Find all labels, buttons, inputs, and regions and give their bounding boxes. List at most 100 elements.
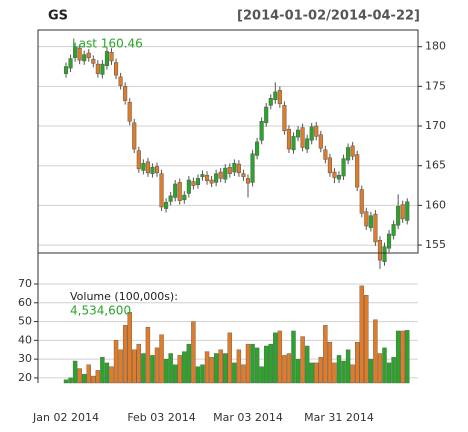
candle-body [264, 106, 269, 124]
volume-bar [72, 360, 78, 384]
volume-bar [304, 345, 310, 384]
candle-body [186, 179, 191, 194]
volume-tick-label: 60 [18, 296, 32, 309]
candle-body [368, 215, 373, 228]
volume-bar [268, 343, 273, 384]
volume-bar [91, 375, 96, 384]
volume-bar [386, 362, 392, 384]
candle-body [95, 63, 100, 74]
volume-bar [109, 366, 114, 384]
volume-bar [359, 285, 364, 384]
volume-bar [341, 360, 346, 384]
x-tick-label: Jan 02 2014 [32, 411, 99, 424]
candle-body [73, 46, 78, 59]
candle-body [136, 150, 141, 170]
y-tick-label: 175 [425, 79, 446, 92]
candle-body [346, 147, 351, 161]
volume-title: Volume (100,000s): [70, 290, 178, 303]
volume-tick-label: 20 [18, 371, 32, 384]
y-tick-label: 160 [425, 198, 446, 211]
volume-bar [163, 358, 169, 384]
candle-body [191, 181, 196, 186]
candle-body [141, 163, 146, 171]
volume-bar [182, 351, 187, 384]
candle-body [200, 174, 205, 178]
volume-bar [200, 364, 205, 384]
volume-bar [336, 355, 342, 384]
candle-body [336, 174, 342, 180]
volume-bar [309, 362, 314, 384]
volume-bar [195, 366, 201, 384]
candle-body [177, 182, 182, 201]
candle-body [241, 173, 246, 178]
candle-body [296, 129, 301, 138]
volume-bar [300, 336, 305, 384]
candle-body [341, 158, 346, 177]
volume-bar [122, 325, 128, 384]
candle-body [323, 149, 328, 160]
volume-bar [118, 349, 123, 384]
candle-body [77, 48, 82, 61]
candle-body [173, 183, 178, 198]
volume-bar [314, 362, 319, 384]
volume-bar [104, 362, 110, 384]
candle-body [273, 91, 278, 101]
candle-body [405, 201, 410, 221]
volume-bar [145, 327, 151, 384]
candle-body [400, 204, 405, 220]
volume-bar [405, 330, 410, 384]
candle-body [104, 51, 110, 66]
volume-bar [355, 342, 360, 384]
candle-body [227, 167, 232, 174]
volume-bar [264, 345, 269, 384]
y-tick-label: 155 [425, 238, 446, 251]
volume-bar [86, 364, 91, 384]
candle-body [118, 76, 123, 86]
candle-body [314, 125, 319, 137]
candle-body [91, 59, 96, 64]
volume-bar [177, 355, 182, 384]
volume-tick-label: 30 [18, 352, 32, 365]
y-tick-label: 170 [425, 119, 446, 132]
volume-bar [345, 349, 351, 384]
candle-body [245, 178, 251, 184]
candle-body [305, 138, 310, 150]
candle-body [309, 126, 314, 141]
candle-body [132, 122, 137, 150]
volume-bar [223, 353, 228, 384]
candle-body [300, 127, 305, 148]
candle-body [154, 166, 160, 174]
volume-bar [218, 349, 223, 384]
candle-body [268, 97, 273, 106]
candle-body [350, 145, 355, 157]
y-tick-label: 165 [425, 159, 446, 172]
candle-body [255, 141, 260, 156]
candle-body [86, 52, 91, 59]
candle-body [396, 205, 401, 226]
volume-bar [377, 353, 383, 384]
candle-body [109, 51, 114, 62]
volume-bar [332, 362, 337, 384]
candle-body [209, 179, 214, 184]
volume-bar [191, 321, 196, 384]
candle-body [282, 105, 287, 132]
volume-bar [327, 342, 333, 384]
volume-bar [391, 357, 396, 384]
candle-body [250, 153, 255, 183]
volume-tick-label: 50 [18, 315, 32, 328]
candle-body [223, 167, 228, 180]
candle-body [164, 201, 169, 209]
volume-bar [368, 358, 374, 384]
volume-bar [286, 353, 292, 384]
candle-body [327, 157, 332, 174]
candle-body [168, 195, 173, 202]
x-tick-label: Mar 31 2014 [304, 411, 374, 424]
volume-bar [259, 366, 264, 384]
volume-bar [100, 357, 105, 384]
volume-bar [232, 362, 237, 384]
volume-bar [373, 319, 378, 384]
volume-bar [81, 373, 87, 384]
volume-bar [236, 349, 242, 384]
last-volume: 4,534,600 [70, 304, 131, 318]
